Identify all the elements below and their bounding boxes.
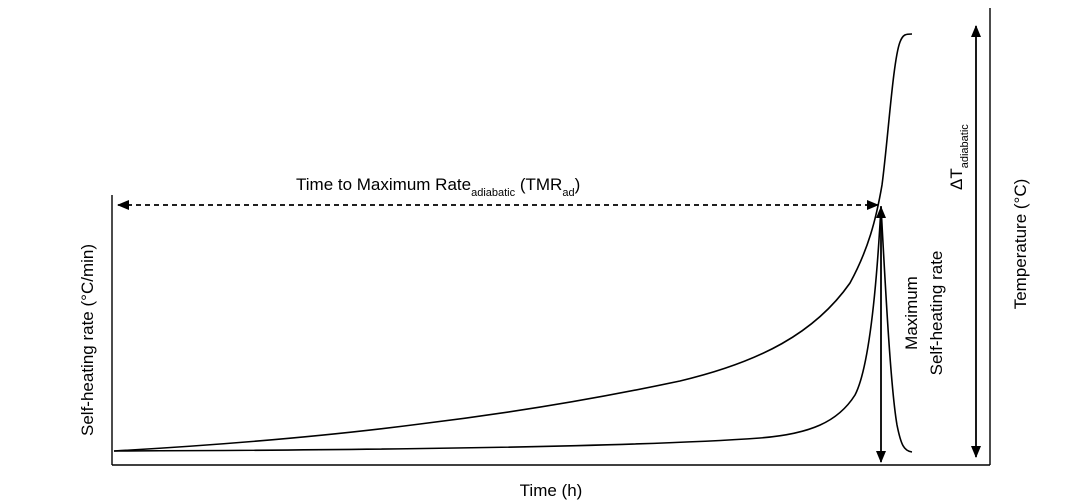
- x-axis-title: Time (h): [520, 481, 583, 500]
- max-rate-label-line1: Maximum: [902, 276, 921, 350]
- y-axis-right-title: Temperature (°C): [1011, 179, 1030, 310]
- y-axis-left-title: Self-heating rate (°C/min): [78, 244, 97, 436]
- delta-t-label: ΔTadiabatic: [947, 124, 971, 190]
- temperature-curve: [113, 33, 913, 452]
- self-heating-rate-curve: [113, 205, 913, 453]
- max-rate-label-line2: Self-heating rate: [927, 251, 946, 376]
- tmr-label: Time to Maximum Rateadiabatic (TMRad): [296, 175, 580, 199]
